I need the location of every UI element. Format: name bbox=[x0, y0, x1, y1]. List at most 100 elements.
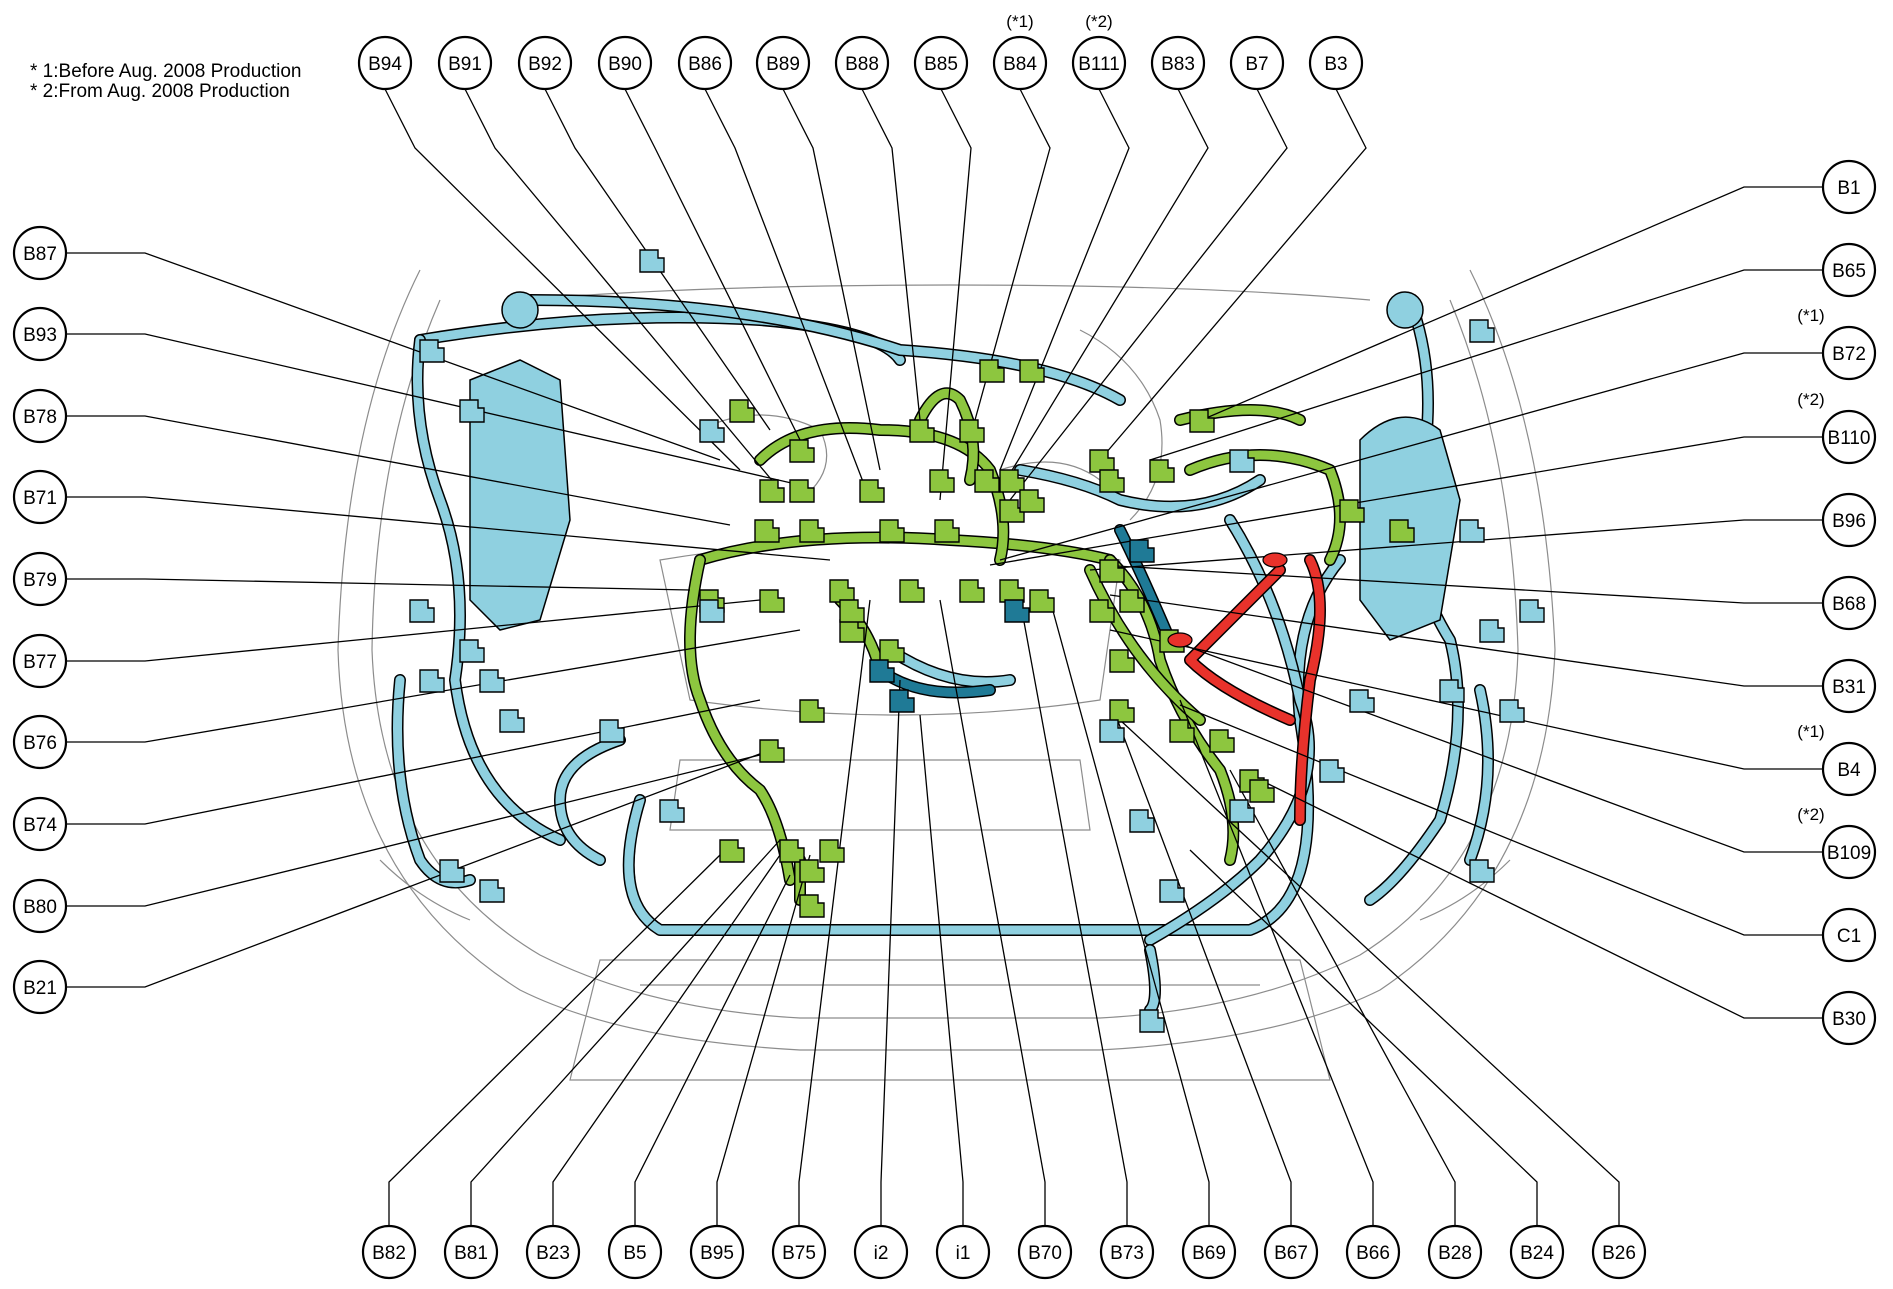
leader-line bbox=[66, 749, 781, 907]
green-connector bbox=[999, 469, 1025, 493]
blue-connector bbox=[1349, 689, 1375, 713]
leader-line bbox=[861, 88, 921, 421]
leader-line bbox=[999, 352, 1823, 561]
connector-label: B111 bbox=[1078, 54, 1120, 75]
leader-line bbox=[384, 88, 741, 471]
callout-circle bbox=[437, 35, 493, 91]
teal-connector bbox=[1129, 539, 1155, 563]
leader-line bbox=[1239, 769, 1823, 1019]
callout-circle bbox=[525, 1224, 581, 1280]
blue-connector bbox=[1469, 319, 1495, 343]
green-connector bbox=[1019, 489, 1045, 513]
callout-circle bbox=[357, 35, 413, 91]
connector-label: B72 bbox=[1832, 344, 1866, 365]
connector-label: B79 bbox=[23, 570, 57, 591]
callout-circle bbox=[12, 959, 68, 1015]
connector-label: B73 bbox=[1110, 1243, 1144, 1264]
callout-circle bbox=[834, 35, 890, 91]
callout-circle bbox=[597, 35, 653, 91]
connector-label: B1 bbox=[1837, 178, 1860, 199]
blue-wire-7 bbox=[1015, 465, 1265, 512]
green-connector bbox=[729, 399, 755, 423]
connector-label: B110 bbox=[1828, 428, 1871, 449]
callout-circle bbox=[1821, 325, 1877, 381]
callout-circle bbox=[12, 633, 68, 689]
leader-line bbox=[1089, 519, 1823, 571]
left-strut-grommet bbox=[501, 291, 539, 329]
callout-circle bbox=[1821, 492, 1877, 548]
callout-circle bbox=[1229, 35, 1285, 91]
blue-connector bbox=[699, 599, 725, 623]
connector-label: B4 bbox=[1837, 760, 1861, 781]
green-wire-2 bbox=[685, 555, 795, 885]
leader-line bbox=[552, 854, 781, 1226]
blue-connector bbox=[479, 879, 505, 903]
leader-line bbox=[1109, 699, 1292, 1226]
green-connector bbox=[1149, 459, 1175, 483]
leader-line bbox=[544, 88, 771, 431]
green-connector bbox=[759, 589, 785, 613]
callout-circle bbox=[607, 1224, 663, 1280]
callout-b88: B88 bbox=[834, 35, 890, 91]
leader-line bbox=[1229, 769, 1456, 1226]
leader-line bbox=[716, 854, 811, 1226]
green-connector bbox=[1099, 559, 1125, 583]
callout-b92: B92 bbox=[517, 35, 573, 91]
callout-b83: B83 bbox=[1150, 35, 1206, 91]
production-note-marker: (*1) bbox=[1797, 306, 1824, 325]
connector-label: B93 bbox=[23, 325, 57, 346]
blue-connector bbox=[1519, 599, 1545, 623]
leader-line bbox=[1109, 594, 1823, 687]
callout-circle bbox=[1821, 159, 1877, 215]
green-connector bbox=[979, 359, 1005, 383]
callout-circle bbox=[1071, 35, 1127, 91]
callout-b76: B76 bbox=[12, 714, 68, 770]
callout-circle bbox=[12, 878, 68, 934]
battery-terminal bbox=[1262, 552, 1288, 568]
production-note-marker: (*2) bbox=[1085, 12, 1112, 31]
callout-circle bbox=[771, 1224, 827, 1280]
connector-label: B85 bbox=[924, 54, 958, 75]
green-connector bbox=[799, 894, 825, 918]
blue-connector bbox=[1499, 699, 1525, 723]
green-connector bbox=[859, 479, 885, 503]
callout-b74: B74 bbox=[12, 796, 68, 852]
leader-line bbox=[66, 252, 721, 461]
green-connector bbox=[759, 739, 785, 763]
callout-i2: i2 bbox=[853, 1224, 909, 1280]
callout-circle bbox=[913, 35, 969, 91]
green-connector bbox=[799, 699, 825, 723]
blue-connector bbox=[419, 339, 445, 363]
callout-b109: B109(*2) bbox=[1797, 805, 1877, 880]
leader-line bbox=[66, 629, 801, 743]
callout-circle bbox=[1345, 1224, 1401, 1280]
teal-connector bbox=[869, 659, 895, 683]
green-connector bbox=[1109, 699, 1135, 723]
callout-b1: B1 bbox=[1821, 159, 1877, 215]
connector-label: B67 bbox=[1274, 1243, 1308, 1264]
callout-circle bbox=[12, 388, 68, 444]
blue-connector bbox=[479, 669, 505, 693]
leader-line bbox=[66, 699, 761, 825]
callout-b91: B91 bbox=[437, 35, 493, 91]
connector-label: i1 bbox=[956, 1243, 971, 1264]
blue-connector bbox=[1319, 759, 1345, 783]
callout-circle bbox=[1821, 242, 1877, 298]
blue-connector bbox=[499, 709, 525, 733]
blue-connector bbox=[639, 249, 665, 273]
callout-circle bbox=[1821, 824, 1877, 880]
green-connector bbox=[1249, 779, 1275, 803]
callout-b77: B77 bbox=[12, 633, 68, 689]
leader-line bbox=[470, 839, 781, 1226]
callout-b85: B85 bbox=[913, 35, 969, 91]
connector-label: B23 bbox=[536, 1243, 570, 1264]
green-connector bbox=[779, 839, 805, 863]
green-wire-6 bbox=[1085, 565, 1205, 725]
connector-label: B109 bbox=[1827, 843, 1871, 864]
green-connector bbox=[799, 519, 825, 543]
callout-b87: B87 bbox=[12, 225, 68, 281]
callout-bubbles: B94 B91 B92 B90 B86 B89 B88 B85 B84(*1)B111(*2)B… bbox=[12, 12, 1877, 1280]
callout-b78: B78 bbox=[12, 388, 68, 444]
leader-line bbox=[999, 88, 1209, 491]
leader-line bbox=[66, 599, 761, 662]
